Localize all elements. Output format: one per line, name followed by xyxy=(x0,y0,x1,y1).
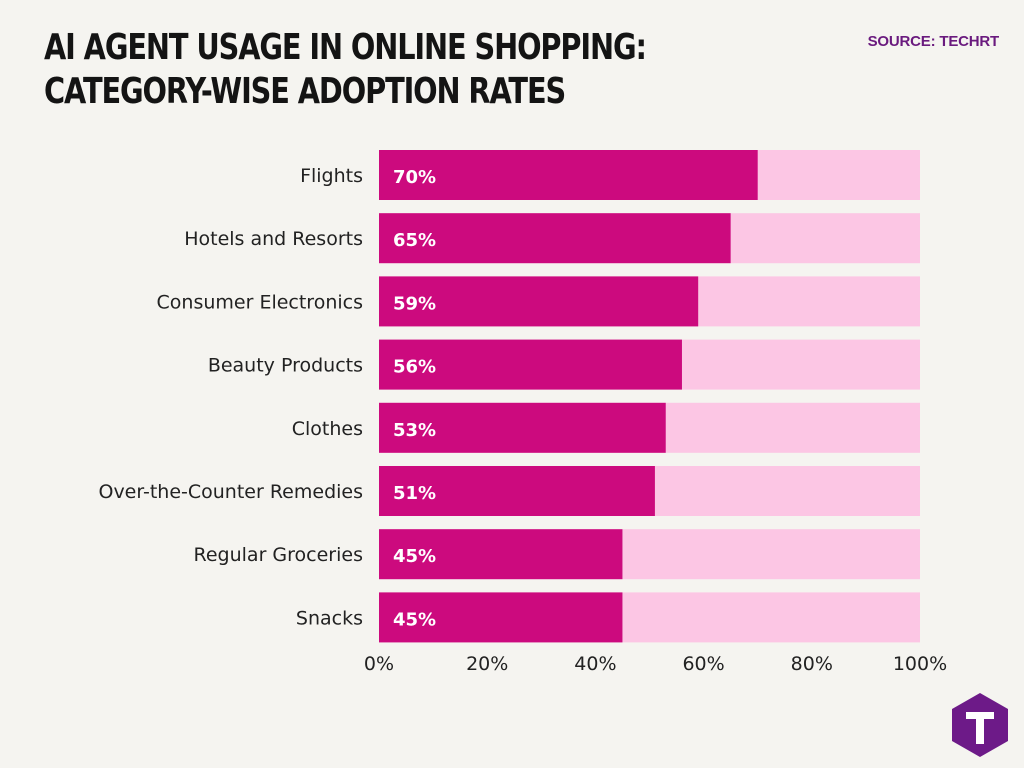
x-tick-label: 40% xyxy=(574,653,616,675)
bar xyxy=(379,276,699,327)
x-tick-label: 0% xyxy=(364,653,394,675)
chart-title-line-1: AI AGENT USAGE IN ONLINE SHOPPING: xyxy=(44,27,647,68)
bar xyxy=(379,339,682,390)
data-label: 59% xyxy=(393,293,436,314)
data-label: 65% xyxy=(393,230,436,251)
data-label: 51% xyxy=(393,483,436,504)
data-label: 70% xyxy=(393,167,436,188)
bar xyxy=(379,529,623,580)
category-label: Over-the-Counter Remedies xyxy=(98,481,363,503)
category-label: Beauty Products xyxy=(208,355,363,377)
techrt-hexagon-logo-icon xyxy=(952,693,1008,757)
category-label: Snacks xyxy=(296,607,363,629)
category-label: Consumer Electronics xyxy=(157,291,363,313)
category-label: Hotels and Resorts xyxy=(184,228,363,250)
data-label: 53% xyxy=(393,420,436,441)
data-label: 56% xyxy=(393,357,436,378)
bar xyxy=(379,592,623,643)
data-label: 45% xyxy=(393,609,436,630)
source-label: SOURCE: TECHRT xyxy=(867,33,1000,50)
bar xyxy=(379,402,666,453)
bar xyxy=(379,466,655,516)
x-tick-label: 20% xyxy=(466,653,508,675)
chart-title-line-2: CATEGORY-WISE ADOPTION RATES xyxy=(44,71,566,112)
data-label: 45% xyxy=(393,546,436,567)
x-tick-label: 100% xyxy=(893,653,947,675)
x-tick-label: 60% xyxy=(682,653,724,675)
chart-title: AI AGENT USAGE IN ONLINE SHOPPING: CATEG… xyxy=(44,26,647,114)
x-tick-label: 80% xyxy=(791,653,833,675)
category-label: Clothes xyxy=(292,418,363,440)
bar xyxy=(379,213,731,264)
bar xyxy=(379,150,758,200)
category-label: Flights xyxy=(300,165,363,187)
category-label: Regular Groceries xyxy=(194,544,363,566)
